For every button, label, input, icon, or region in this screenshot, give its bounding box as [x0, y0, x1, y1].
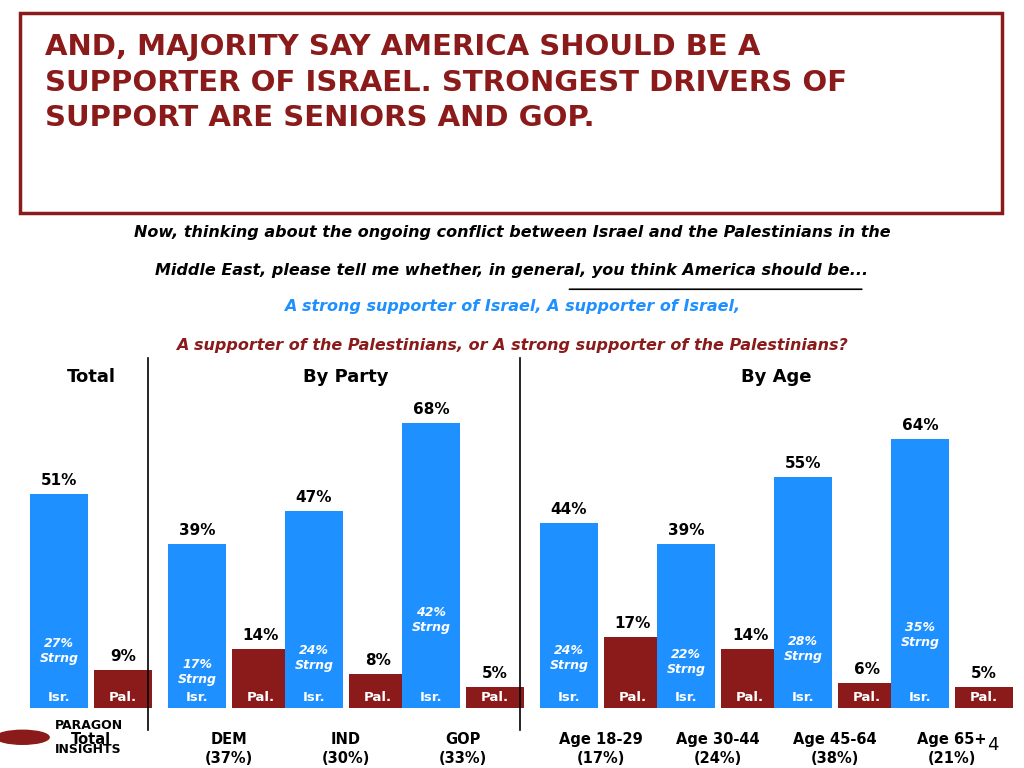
Text: 28%
Strng: 28% Strng: [783, 635, 822, 664]
Bar: [604, 637, 662, 708]
Bar: [657, 545, 715, 708]
Text: 24%
Strng: 24% Strng: [295, 644, 334, 672]
Bar: [466, 687, 524, 708]
Text: INSIGHTS: INSIGHTS: [55, 743, 122, 756]
Text: 17%
Strng: 17% Strng: [177, 658, 216, 687]
Text: 64%: 64%: [902, 419, 938, 433]
Text: 9%: 9%: [110, 649, 136, 664]
Text: Now, thinking about the ongoing conflict between Israel and the Palestinians in : Now, thinking about the ongoing conflict…: [134, 226, 890, 240]
Text: 47%: 47%: [296, 490, 332, 505]
Text: Pal.: Pal.: [736, 691, 764, 704]
Bar: [774, 477, 831, 708]
Text: 4: 4: [987, 736, 998, 754]
Text: Pal.: Pal.: [970, 691, 998, 704]
Text: 39%: 39%: [179, 523, 215, 538]
Text: IND
(30%): IND (30%): [322, 732, 371, 766]
Text: A strong supporter of Israel, A supporter of Israel,: A strong supporter of Israel, A supporte…: [284, 300, 740, 314]
Text: Isr.: Isr.: [303, 691, 326, 704]
Text: 24%
Strng: 24% Strng: [550, 644, 589, 672]
Bar: [402, 422, 460, 708]
Text: PARAGON: PARAGON: [55, 719, 124, 732]
Text: Total: Total: [67, 369, 116, 386]
Text: 5%: 5%: [971, 666, 997, 681]
Text: Age 65+
(21%): Age 65+ (21%): [918, 732, 987, 766]
Text: Pal.: Pal.: [853, 691, 881, 704]
Bar: [838, 683, 896, 708]
Text: 39%: 39%: [668, 523, 705, 538]
Bar: [94, 670, 152, 708]
FancyBboxPatch shape: [20, 13, 1001, 213]
Bar: [349, 674, 407, 708]
Bar: [891, 439, 949, 708]
Text: 68%: 68%: [413, 402, 450, 416]
Text: Isr.: Isr.: [792, 691, 814, 704]
Text: By Age: By Age: [741, 369, 812, 386]
Text: Age 18-29
(17%): Age 18-29 (17%): [559, 732, 643, 766]
Circle shape: [0, 730, 49, 744]
Text: 6%: 6%: [854, 662, 880, 677]
Text: 14%: 14%: [243, 628, 280, 644]
Text: DEM
(37%): DEM (37%): [205, 732, 253, 766]
Text: Isr.: Isr.: [185, 691, 208, 704]
Text: 8%: 8%: [366, 654, 391, 668]
Text: Pal.: Pal.: [247, 691, 275, 704]
Text: 17%: 17%: [614, 616, 651, 631]
Text: 35%
Strng: 35% Strng: [900, 621, 939, 649]
Text: 51%: 51%: [41, 473, 77, 488]
Text: Isr.: Isr.: [558, 691, 581, 704]
Text: Isr.: Isr.: [908, 691, 931, 704]
Text: By Party: By Party: [303, 369, 389, 386]
Bar: [540, 523, 598, 708]
Bar: [721, 649, 779, 708]
Text: Pal.: Pal.: [364, 691, 392, 704]
Text: Pal.: Pal.: [481, 691, 509, 704]
Text: Age 45-64
(38%): Age 45-64 (38%): [794, 732, 877, 766]
Bar: [232, 649, 290, 708]
Text: Isr.: Isr.: [420, 691, 442, 704]
Text: 5%: 5%: [482, 666, 508, 681]
Text: Pal.: Pal.: [109, 691, 137, 704]
Text: Age 30-44
(24%): Age 30-44 (24%): [676, 732, 760, 766]
Bar: [168, 545, 226, 708]
Text: Isr.: Isr.: [48, 691, 71, 704]
Text: 14%: 14%: [732, 628, 768, 644]
Text: 55%: 55%: [784, 456, 821, 472]
Text: 44%: 44%: [551, 502, 587, 518]
Bar: [955, 687, 1013, 708]
Bar: [30, 494, 88, 708]
Bar: [285, 511, 343, 708]
Text: Pal.: Pal.: [618, 691, 647, 704]
Text: Total: Total: [71, 732, 111, 747]
Text: Middle East, please tell me whether, in general, you think America should be...: Middle East, please tell me whether, in …: [156, 263, 868, 278]
Text: GOP
(33%): GOP (33%): [439, 732, 487, 766]
Text: 27%
Strng: 27% Strng: [40, 637, 79, 665]
Text: Isr.: Isr.: [675, 691, 697, 704]
Text: 42%
Strng: 42% Strng: [412, 606, 451, 634]
Text: AND, MAJORITY SAY AMERICA SHOULD BE A
SUPPORTER OF ISRAEL. STRONGEST DRIVERS OF
: AND, MAJORITY SAY AMERICA SHOULD BE A SU…: [45, 33, 847, 132]
Text: 22%
Strng: 22% Strng: [667, 648, 706, 676]
Text: A supporter of the Palestinians, or A strong supporter of the Palestinians?: A supporter of the Palestinians, or A st…: [176, 339, 848, 353]
